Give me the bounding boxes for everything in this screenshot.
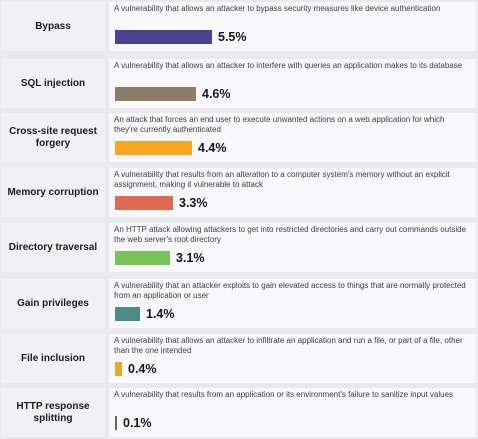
category-label: SQL injection	[1, 59, 105, 108]
category-description: A vulnerability that an attacker exploit…	[114, 281, 466, 300]
detail-cell: A vulnerability that allows an attacker …	[109, 59, 476, 108]
detail-cell: An attack that forces an end user to exe…	[109, 113, 476, 162]
category-description: A vulnerability that allows an attacker …	[114, 61, 463, 70]
value-bar	[115, 362, 122, 376]
value-label: 5.5%	[218, 30, 247, 44]
detail-cell: A vulnerability that results from an app…	[109, 388, 476, 437]
value-bar	[115, 141, 192, 155]
category-label: Cross-site request forgery	[1, 113, 105, 162]
value-bar	[115, 30, 212, 44]
category-label: Directory traversal	[1, 223, 105, 272]
value-label: 1.4%	[146, 307, 175, 321]
value-label: 3.3%	[179, 196, 208, 210]
value-bar	[115, 196, 173, 210]
table-row: Cross-site request forgery An attack that…	[0, 111, 478, 164]
table-row: Directory traversal An HTTP attack allowi…	[0, 221, 478, 274]
category-label: Memory corruption	[1, 168, 105, 217]
category-label: HTTP response splitting	[1, 388, 105, 437]
category-description: An attack that forces an end user to exe…	[114, 115, 445, 134]
detail-cell: A vulnerability that allows an attacker …	[109, 334, 476, 383]
value-bar	[115, 307, 140, 321]
category-label: File inclusion	[1, 334, 105, 383]
category-description: A vulnerability that results from an app…	[114, 390, 454, 399]
value-label: 0.1%	[123, 416, 152, 430]
category-label: Bypass	[1, 2, 105, 51]
value-label: 3.1%	[176, 251, 205, 265]
table-row: Memory corruption A vulnerability that re…	[0, 166, 478, 219]
value-bar	[115, 251, 170, 265]
value-bar	[115, 87, 196, 101]
detail-cell: A vulnerability that allows an attacker …	[109, 2, 476, 51]
table-row: SQL injection A vulnerability that allows…	[0, 57, 478, 110]
detail-cell: A vulnerability that results from an alt…	[109, 168, 476, 217]
value-label: 0.4%	[128, 362, 157, 376]
category-description: A vulnerability that results from an alt…	[114, 170, 450, 189]
table-row: Gain privileges A vulnerability that an a…	[0, 277, 478, 330]
value-bar	[115, 416, 117, 430]
table-row: Bypass A vulnerability that allows an att…	[0, 0, 478, 53]
category-description: A vulnerability that allows an attacker …	[114, 4, 441, 13]
table-row: File inclusion A vulnerability that allow…	[0, 332, 478, 385]
category-label: Gain privileges	[1, 279, 105, 328]
value-label: 4.4%	[198, 141, 227, 155]
detail-cell: An HTTP attack allowing attackers to get…	[109, 223, 476, 272]
category-description: A vulnerability that allows an attacker …	[114, 336, 463, 355]
category-description: An HTTP attack allowing attackers to get…	[114, 225, 467, 244]
detail-cell: A vulnerability that an attacker exploit…	[109, 279, 476, 328]
table-row: HTTP response splitting A vulnerability t…	[0, 386, 478, 439]
value-label: 4.6%	[202, 87, 231, 101]
